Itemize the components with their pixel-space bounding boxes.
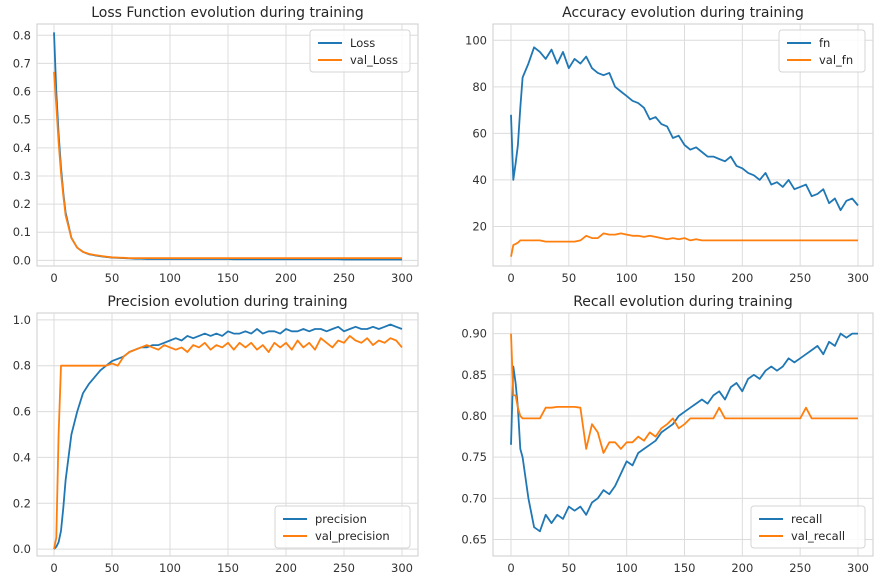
loss-chart: Loss Function evolution during training 0… [13,5,419,285]
chart-title: Loss Function evolution during training [91,5,364,21]
x-tick-label: 250 [333,561,355,575]
x-tick-label: 0 [507,271,514,285]
legend: recall val_recall [750,505,866,549]
y-tick-label: 100 [465,33,487,47]
y-tick-label: 20 [472,219,487,233]
legend-label: val_fn [819,53,853,67]
y-tick-label: 0.5 [13,113,31,127]
x-tick-label: 200 [275,271,297,285]
y-tick-label: 0.90 [461,327,487,341]
y-tick-label: 0.80 [461,409,487,423]
y-tick-label: 0.0 [13,253,31,267]
y-tick-label: 0.85 [461,368,487,382]
series-line-val-recall [510,333,858,454]
y-tick-label: 0.2 [13,496,31,510]
y-tick-label: 0.2 [13,197,31,211]
y-tick-label: 0.75 [461,450,487,464]
chart-title: Precision evolution during training [107,294,347,310]
legend-box [778,29,866,73]
x-tick-label: 150 [217,561,239,575]
x-tick-label: 300 [847,561,869,575]
series-line-fn [510,46,859,212]
chart-title: Recall evolution during training [573,294,793,310]
legend-label: Loss [350,36,375,50]
legend: Loss val_Loss [309,29,411,73]
chart-title: Accuracy evolution during training [562,5,804,21]
x-tick-label: 100 [616,561,638,575]
recall-chart: Recall evolution during training 0 50 100 15… [461,294,874,575]
legend-label: fn [819,36,830,50]
x-tick-label: 200 [731,561,753,575]
y-tick-label: 0.8 [13,359,31,373]
x-tick-label: 250 [789,561,811,575]
y-tick-label: 0.6 [13,405,31,419]
y-tick-label: 0.4 [13,141,31,155]
y-tick-label: 0.7 [13,56,31,70]
legend-label: precision [315,512,367,526]
x-tick-label: 150 [674,271,696,285]
series-line-val-Loss [53,71,402,260]
x-tick-label: 0 [507,561,514,575]
x-tick-label: 200 [275,561,297,575]
y-tick-label: 0.70 [461,491,487,505]
series-line-precision [53,323,403,550]
x-tick-label: 50 [562,561,577,575]
x-tick-label: 300 [391,561,413,575]
legend-label: val_precision [315,529,390,543]
y-tick-label: 0.0 [13,542,31,556]
x-tick-label: 150 [217,271,239,285]
y-tick-label: 60 [472,126,487,140]
legend-box [274,505,411,549]
y-tick-label: 0.4 [13,450,31,464]
y-tick-label: 0.8 [13,28,31,42]
x-tick-label: 250 [333,271,355,285]
x-tick-label: 50 [105,561,120,575]
x-tick-label: 150 [674,561,696,575]
series-line-recall [510,332,858,533]
y-tick-label: 1.0 [13,313,31,327]
legend-label: recall [791,512,822,526]
x-tick-label: 200 [731,271,753,285]
legend: precision val_precision [274,505,411,549]
y-tick-label: 0.1 [13,225,31,239]
y-tick-label: 80 [472,80,487,94]
series-line-val-fn [510,232,858,257]
legend: fn val_fn [778,29,866,73]
y-tick-label: 0.3 [13,169,31,183]
x-tick-label: 50 [562,271,577,285]
legend-label: val_recall [791,529,845,543]
series-line-val-precision [53,334,403,550]
x-tick-label: 50 [105,271,120,285]
legend-box [750,505,866,549]
y-tick-label: 0.6 [13,85,31,99]
x-tick-label: 0 [50,271,57,285]
x-tick-label: 100 [159,271,181,285]
x-tick-label: 300 [847,271,869,285]
legend-label: val_Loss [350,53,398,67]
y-tick-label: 0.65 [461,533,487,547]
x-tick-label: 250 [789,271,811,285]
x-tick-label: 0 [50,561,57,575]
x-tick-label: 100 [616,271,638,285]
legend-box [309,29,411,73]
x-tick-label: 300 [391,271,413,285]
x-tick-label: 100 [159,561,181,575]
y-tick-label: 40 [472,173,487,187]
precision-chart: Precision evolution during training 0 50 10… [13,294,419,575]
accuracy-chart: Accuracy evolution during training 0 50 100… [465,5,874,285]
